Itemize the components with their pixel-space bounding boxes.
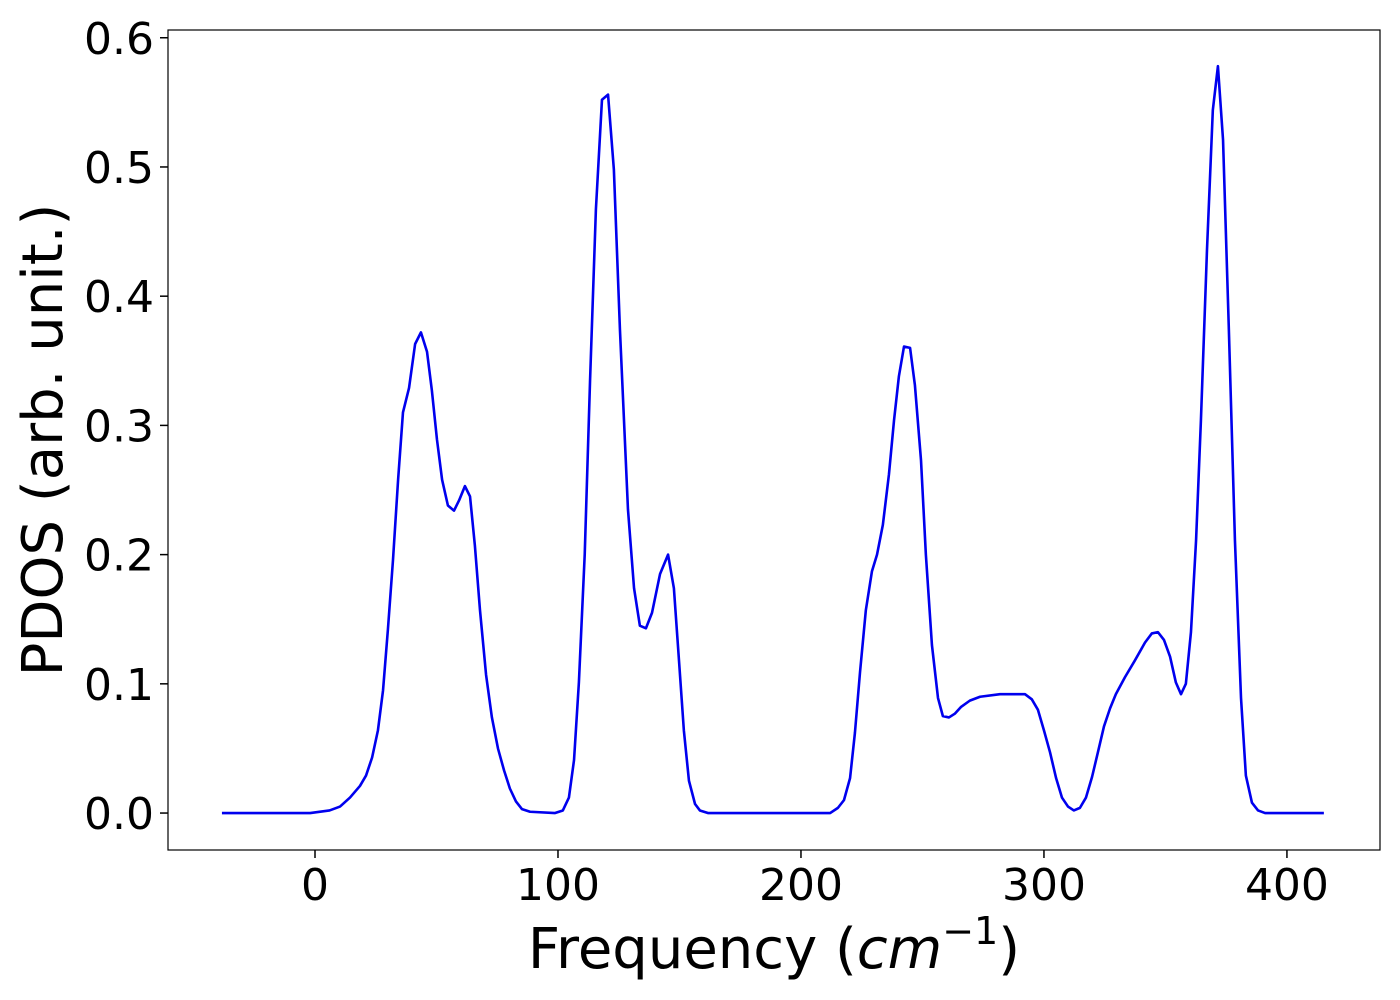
x-tick-label: 0 bbox=[301, 860, 329, 911]
x-label-unit: cm bbox=[857, 917, 942, 982]
x-tick-label: 300 bbox=[1002, 860, 1086, 911]
y-tick-label: 0.2 bbox=[84, 531, 154, 582]
pdos-line bbox=[221, 64, 1324, 815]
y-tick-label: 0.4 bbox=[84, 272, 154, 323]
y-axis-label: PDOS (arb. unit.) bbox=[11, 204, 76, 677]
x-tick-label: 100 bbox=[516, 860, 600, 911]
x-axis-label: Frequency (cm−1) bbox=[528, 909, 1020, 982]
x-tick-label: 200 bbox=[759, 860, 843, 911]
y-tick-label: 0.5 bbox=[84, 143, 154, 194]
y-tick-label: 0.6 bbox=[84, 14, 154, 65]
y-tick-label: 0.0 bbox=[84, 789, 154, 840]
plot-frame bbox=[167, 29, 1381, 851]
y-tick-label: 0.1 bbox=[84, 660, 154, 711]
x-label-close: ) bbox=[998, 917, 1020, 982]
x-label-text: Frequency ( bbox=[528, 917, 857, 982]
x-label-exponent: −1 bbox=[942, 909, 998, 953]
y-tick-label: 0.3 bbox=[84, 401, 154, 452]
x-tick-label: 400 bbox=[1245, 860, 1329, 911]
